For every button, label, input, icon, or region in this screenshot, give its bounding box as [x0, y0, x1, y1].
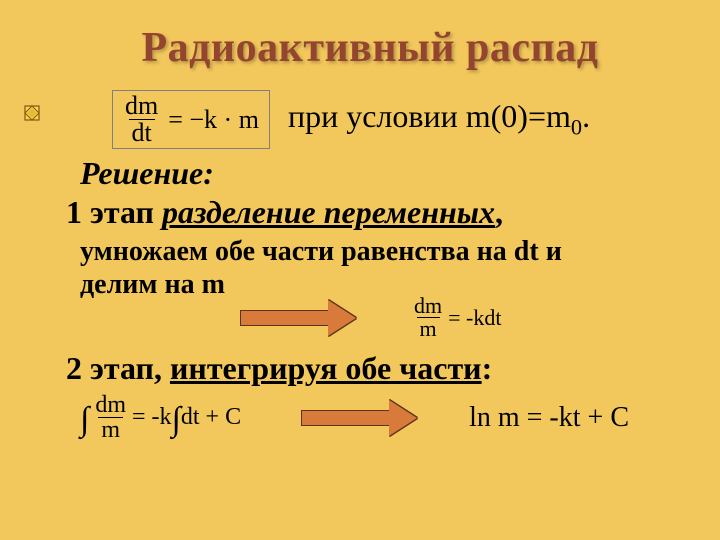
side-eq-den: m — [417, 317, 440, 340]
frac-num: dm — [122, 93, 161, 119]
main-equation-box: dm dt = −k · m — [112, 90, 270, 149]
integral-equation: ∫ dm m = -k ∫ dt + C — [80, 393, 241, 442]
explain-line1: умножаем обе части равенства на dt и — [80, 235, 680, 268]
int-frac-den: m — [98, 417, 123, 442]
condition-suffix: . — [582, 98, 590, 134]
integral-icon: ∫ — [80, 401, 89, 439]
int-rhs-prefix: = -k — [132, 404, 172, 431]
arrow-row-1: dm m = -kdt — [240, 295, 680, 340]
side-eq-num: dm — [411, 295, 445, 317]
bullet-icon — [24, 105, 40, 121]
step1-suffix: , — [495, 194, 503, 230]
main-equation-row: dm dt = −k · m при условии m(0)=m0. — [112, 90, 680, 149]
slide-title: Радиоактивный распад — [60, 24, 680, 72]
main-equation-fraction: dm dt — [122, 93, 161, 146]
bottom-row: ∫ dm m = -k ∫ dt + C ln m = -kt + C — [80, 393, 680, 442]
step2-line: 2 этап, интегрируя обе части: — [66, 350, 680, 387]
int-rhs-int: dt + C — [181, 404, 241, 431]
frac-den: dt — [129, 119, 155, 146]
step2-prefix: 2 этап, — [66, 350, 170, 386]
step2-underlined: интегрируя обе части — [170, 350, 482, 386]
step1-prefix: 1 этап — [66, 194, 162, 230]
initial-condition: при условии m(0)=m0. — [288, 98, 590, 140]
step1-underlined: разделение переменных — [162, 194, 495, 230]
slide-root: Радиоактивный распад dm dt = −k · m при … — [0, 0, 720, 540]
condition-sub: 0 — [571, 115, 582, 140]
solution-label: Решение: — [80, 155, 680, 192]
arrow-icon — [301, 398, 419, 438]
side-equation: dm m = -kdt — [408, 295, 501, 340]
main-equation-rhs: = −k · m — [168, 105, 259, 135]
result-equation: ln m = -kt + C — [469, 402, 629, 434]
integral-icon-2: ∫ — [172, 401, 181, 439]
step2-suffix: : — [482, 350, 493, 386]
arrow-icon — [240, 298, 358, 338]
condition-prefix: при условии m(0)=m — [288, 98, 571, 134]
int-frac-num: dm — [92, 393, 129, 417]
step1-line: 1 этап разделение переменных, — [66, 194, 680, 231]
side-eq-rhs: = -kdt — [448, 305, 501, 331]
explain-text: умножаем обе части равенства на dt и дел… — [80, 235, 680, 301]
